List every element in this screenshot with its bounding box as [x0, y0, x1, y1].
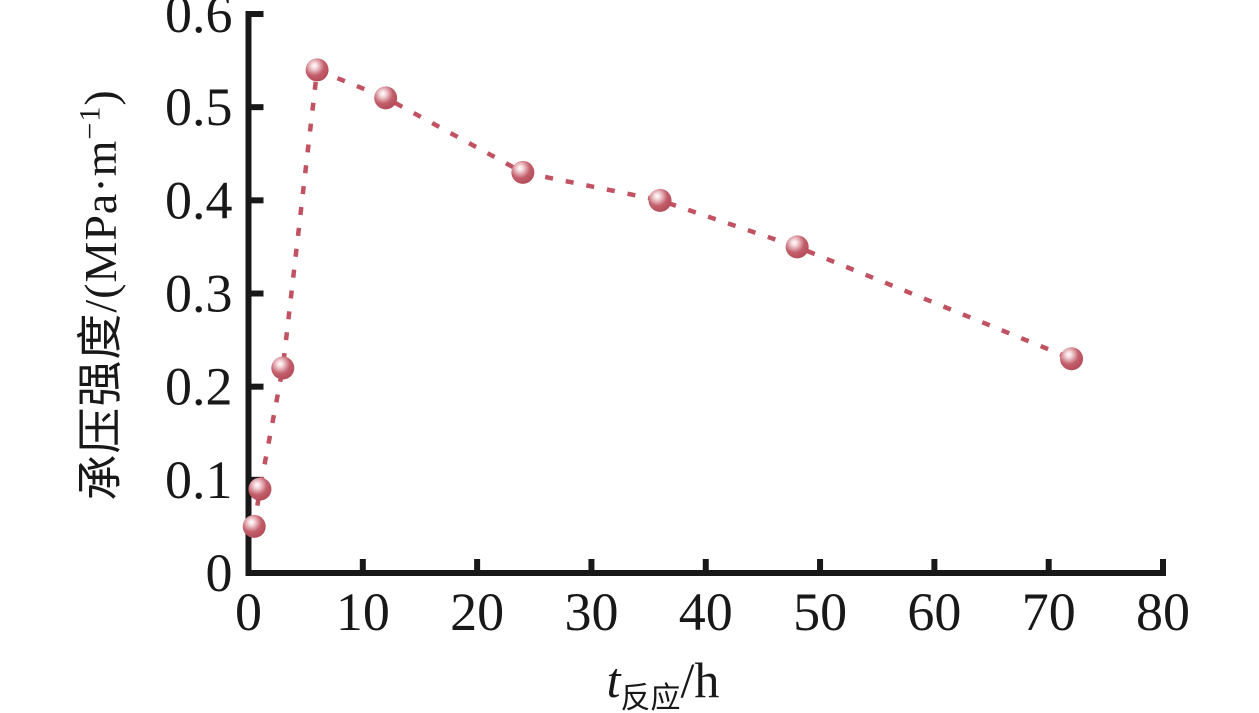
y-tick-label: 0.3 [165, 264, 233, 324]
x-tick-label: 40 [679, 582, 733, 642]
x-tick-label: 60 [907, 582, 961, 642]
x-axis-title-variable: t [606, 652, 621, 708]
data-point [248, 477, 272, 501]
y-tick-label: 0.2 [165, 357, 233, 417]
x-tick-label: 20 [450, 582, 504, 642]
data-point [242, 514, 266, 538]
y-axis-title: 承压强度/(MPa·m−1) [64, 89, 130, 500]
data-point [785, 235, 809, 259]
y-axis-title-superscript: −1 [73, 105, 107, 140]
data-point [374, 86, 398, 110]
data-point [648, 188, 672, 212]
data-point [305, 58, 329, 82]
data-point [271, 356, 295, 380]
x-tick-label: 30 [564, 582, 618, 642]
x-tick-label: 80 [1136, 582, 1190, 642]
y-tick-label: 0.1 [165, 450, 233, 510]
data-point [511, 160, 535, 184]
x-tick-label: 70 [1022, 582, 1076, 642]
y-axis-title-text: 承压强度/(MPa·m [75, 139, 126, 501]
y-tick-label: 0 [206, 543, 233, 603]
x-tick-label: 50 [793, 582, 847, 642]
x-axis-title-unit: /h [680, 652, 720, 708]
data-point [1060, 347, 1084, 371]
x-axis-title: t反应/h [606, 651, 720, 713]
y-tick-label: 0.4 [165, 170, 233, 230]
x-tick-label: 10 [336, 582, 390, 642]
y-axis-title-close-paren: ) [75, 89, 126, 106]
x-axis-title-subscript: 反应 [620, 682, 681, 713]
y-tick-label: 0.5 [165, 77, 233, 137]
series-line [251, 66, 1073, 527]
x-tick-label: 0 [235, 582, 262, 642]
y-tick-label: 0.6 [165, 0, 233, 44]
